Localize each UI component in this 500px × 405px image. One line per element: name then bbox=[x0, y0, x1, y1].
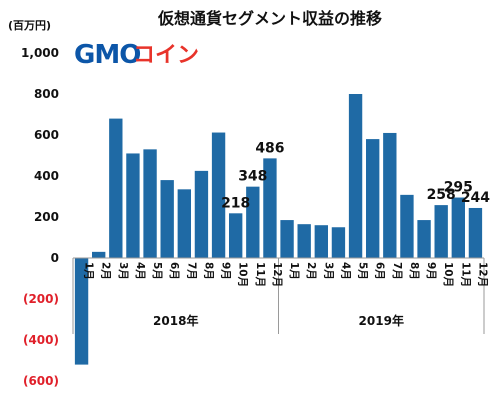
x-tick-label: 3月 bbox=[117, 262, 129, 280]
bar bbox=[92, 251, 106, 258]
y-axis-unit-label: (百万円) bbox=[8, 19, 51, 32]
y-tick-label: 600 bbox=[34, 128, 59, 142]
x-tick-label: 12月 bbox=[271, 262, 283, 287]
y-tick-label: 0 bbox=[51, 251, 59, 265]
x-axis-month-labels: 1月 2月 3月 4月 5月 6月 7月 8月 9月 10月 11月 12月 1月 2月 3月 4月 5月 6月 7… bbox=[83, 262, 489, 287]
bar bbox=[383, 132, 397, 258]
bar bbox=[331, 227, 346, 258]
y-tick-label: (400) bbox=[23, 333, 59, 347]
bar bbox=[400, 194, 414, 258]
x-tick-label: 12月 bbox=[476, 262, 488, 287]
data-label: 218 bbox=[221, 195, 250, 211]
x-tick-label: 9月 bbox=[220, 262, 232, 280]
bar bbox=[229, 213, 243, 258]
x-axis-year-labels: 2018年 2019年 bbox=[153, 313, 404, 328]
logo-wordmark-latin: GMO bbox=[74, 40, 140, 70]
bar bbox=[434, 205, 448, 258]
bar bbox=[348, 94, 363, 258]
x-tick-label: 4月 bbox=[339, 262, 351, 280]
bar bbox=[417, 220, 431, 258]
x-tick-label: 1月 bbox=[83, 262, 95, 280]
x-tick-label: 2月 bbox=[100, 262, 112, 280]
x-tick-label: 5月 bbox=[151, 262, 163, 280]
data-label: 258 bbox=[427, 187, 456, 203]
logo-wordmark-kana: コイン bbox=[133, 43, 199, 68]
bar bbox=[194, 170, 209, 258]
bar bbox=[74, 258, 89, 365]
x-tick-label: 2月 bbox=[305, 262, 317, 280]
y-tick-label: 800 bbox=[34, 87, 59, 101]
x-tick-label: 11月 bbox=[254, 262, 266, 287]
bar bbox=[280, 220, 294, 258]
bar bbox=[126, 153, 140, 258]
x-tick-label: 4月 bbox=[134, 262, 146, 280]
y-tick-label: (600) bbox=[23, 374, 59, 388]
bar bbox=[297, 224, 311, 258]
x-tick-label: 7月 bbox=[391, 262, 403, 280]
bar bbox=[143, 149, 157, 258]
bar bbox=[109, 118, 123, 258]
gmo-coin-logo: GMO コイン bbox=[74, 40, 199, 70]
x-tick-label: 9月 bbox=[425, 262, 437, 280]
y-axis-ticks: 1,000 800 600 400 200 0 (200) (400) (600) bbox=[21, 46, 59, 388]
data-label: 295 bbox=[444, 180, 473, 196]
x-tick-label: 8月 bbox=[408, 262, 420, 280]
bar bbox=[263, 158, 277, 258]
x-tick-label: 7月 bbox=[185, 262, 197, 280]
x-tick-label: 11月 bbox=[459, 262, 471, 287]
bar bbox=[468, 207, 483, 258]
bar bbox=[314, 225, 328, 258]
bar bbox=[177, 189, 191, 258]
bar bbox=[160, 180, 174, 258]
y-tick-label: (200) bbox=[23, 292, 59, 306]
data-label: 486 bbox=[255, 140, 284, 156]
x-tick-label: 8月 bbox=[202, 262, 214, 280]
x-tick-label: 10月 bbox=[442, 262, 454, 287]
y-tick-label: 1,000 bbox=[21, 46, 59, 60]
x-tick-label: 10月 bbox=[237, 262, 249, 287]
axes bbox=[72, 257, 485, 334]
x-group-label: 2019年 bbox=[359, 313, 404, 328]
x-tick-label: 6月 bbox=[374, 262, 386, 280]
chart-title: 仮想通貨セグメント収益の推移 bbox=[157, 9, 382, 28]
x-tick-label: 3月 bbox=[322, 262, 334, 280]
bar bbox=[451, 197, 465, 258]
y-tick-label: 400 bbox=[34, 169, 59, 183]
x-tick-label: 6月 bbox=[168, 262, 180, 280]
x-group-label: 2018年 bbox=[153, 313, 198, 328]
x-tick-label: 1月 bbox=[288, 262, 300, 280]
bar bbox=[366, 139, 380, 258]
x-tick-label: 5月 bbox=[357, 262, 369, 280]
data-label: 244 bbox=[461, 190, 490, 206]
bar bbox=[211, 132, 226, 258]
bar-series bbox=[74, 94, 483, 365]
y-tick-label: 200 bbox=[34, 210, 59, 224]
bar bbox=[246, 186, 260, 258]
data-label: 348 bbox=[238, 169, 267, 185]
